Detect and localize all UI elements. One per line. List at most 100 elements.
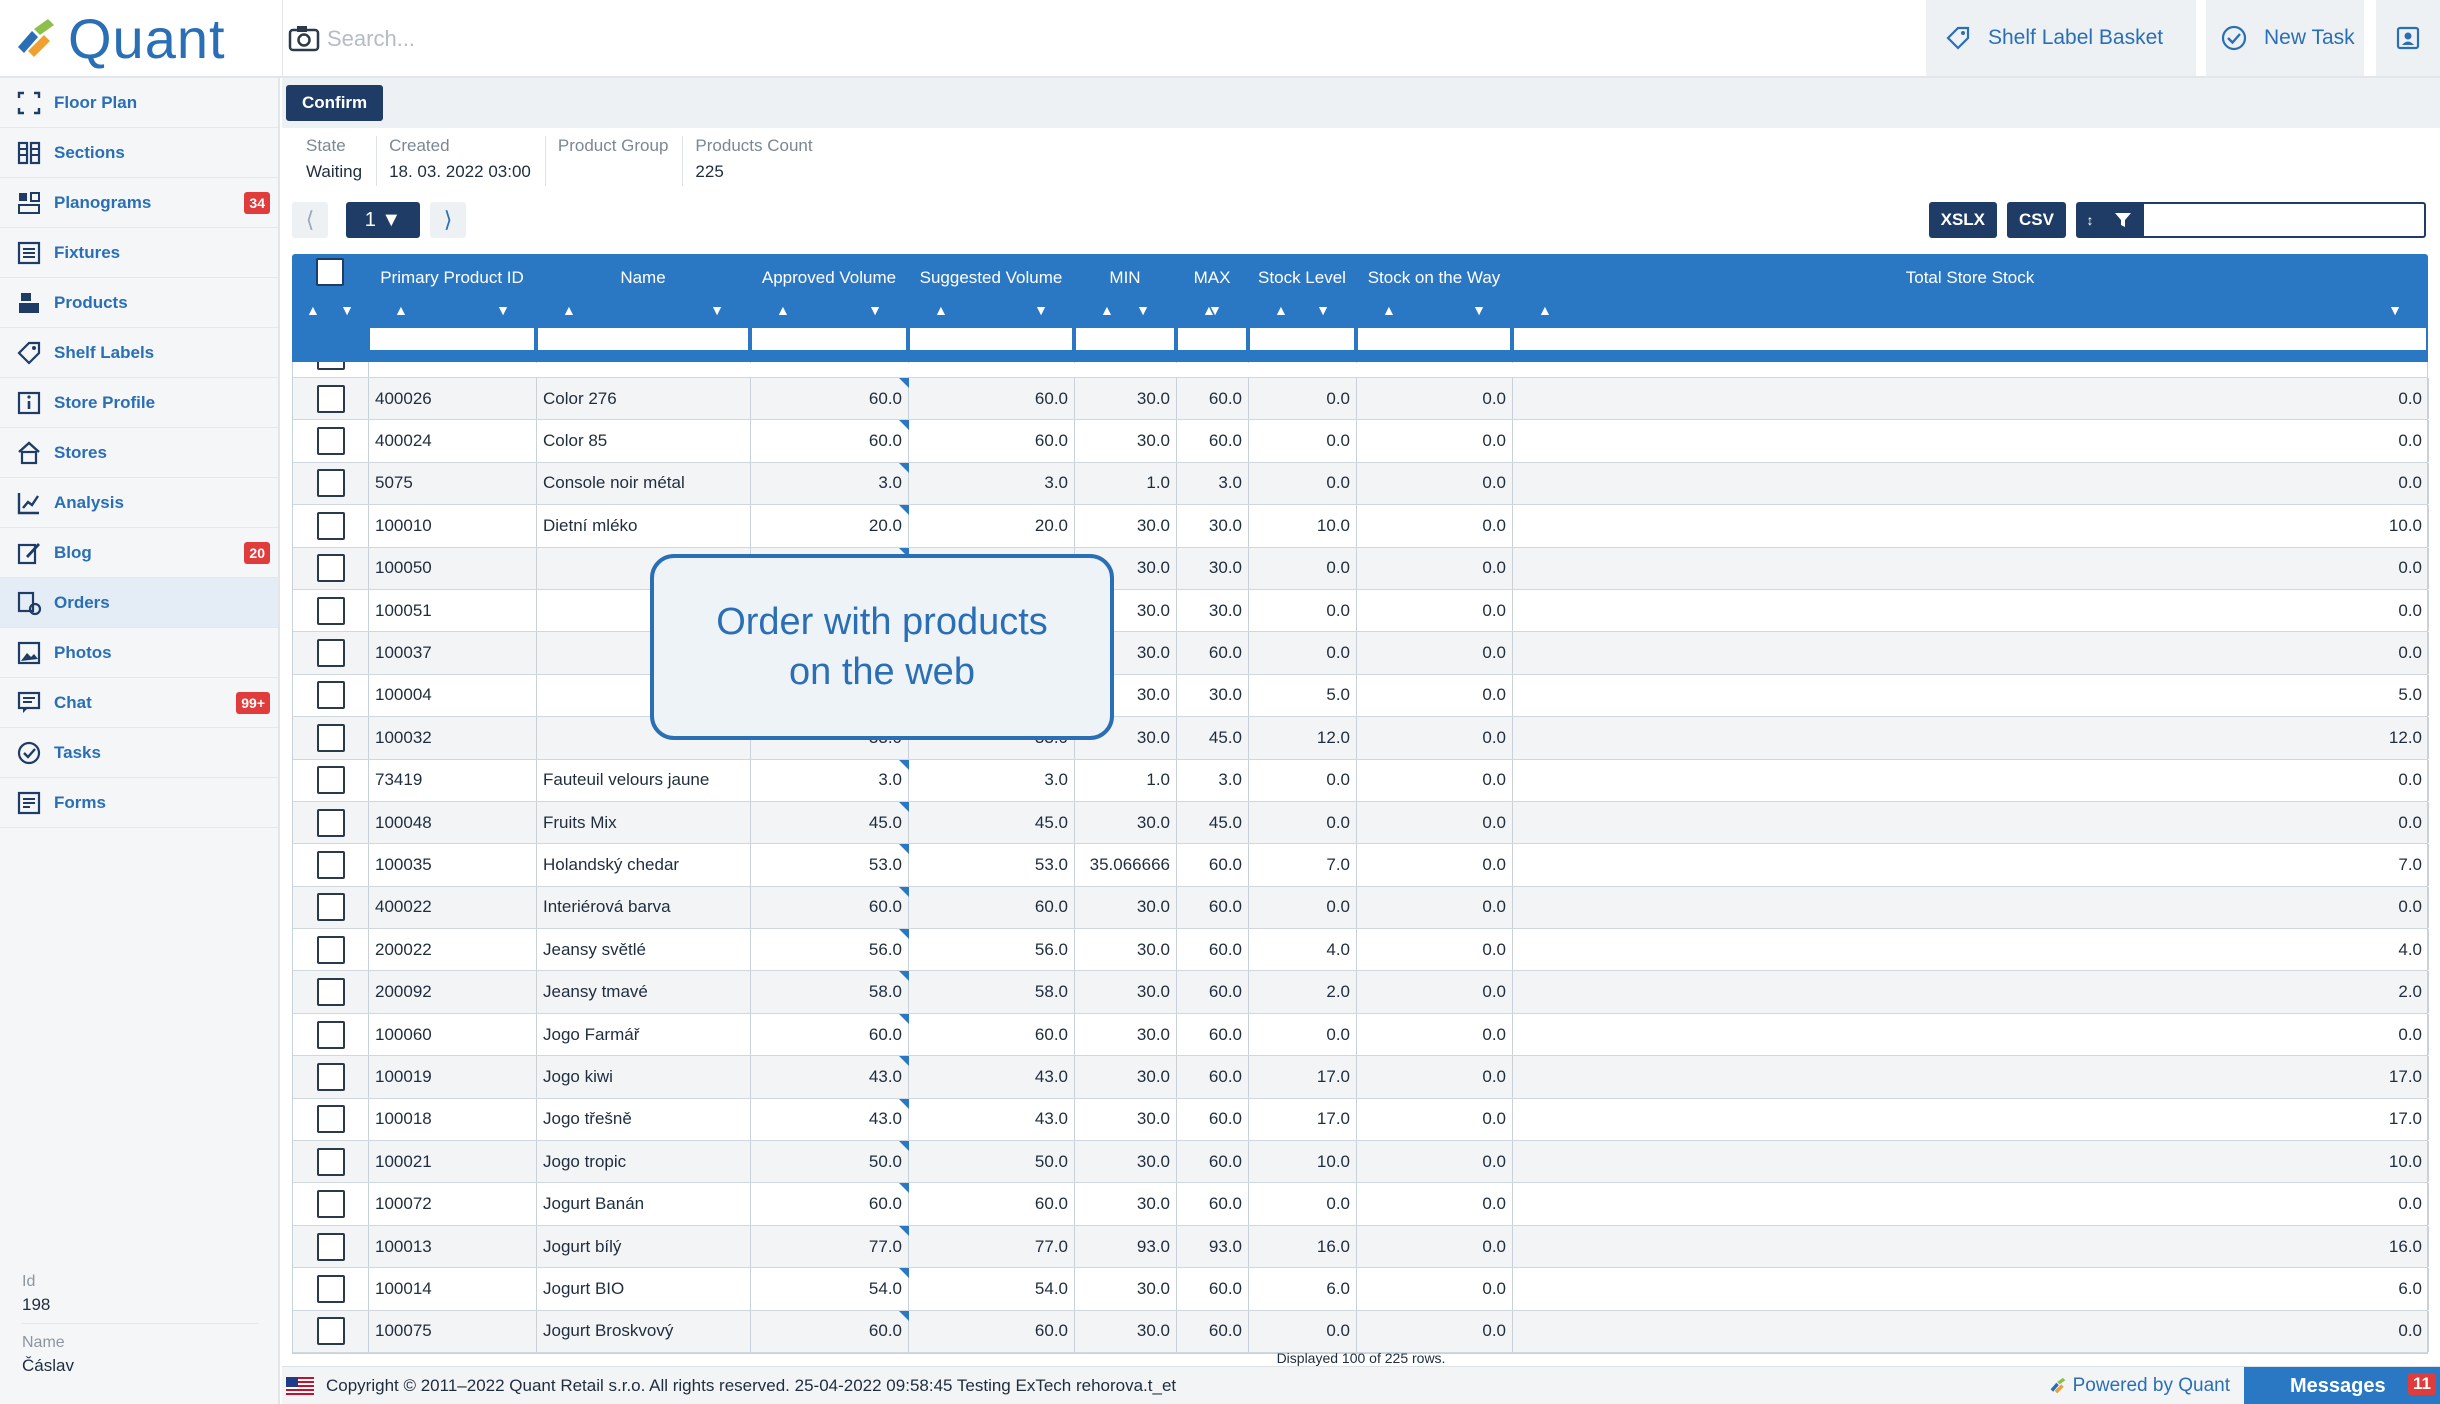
confirm-button[interactable]: Confirm <box>286 85 384 121</box>
table-cell[interactable]: 43.0 <box>751 1098 909 1141</box>
table-row[interactable]: 10003760.060.030.060.00.00.00.0 <box>293 632 2429 675</box>
sidebar-item-store-profile[interactable]: Store Profile <box>0 378 278 428</box>
sidebar-item-tasks[interactable]: Tasks <box>0 728 278 778</box>
column-header[interactable]: Stock on the Way ▲ ▼ <box>1356 254 1512 362</box>
sort-desc-icon[interactable]: ▼ <box>2388 302 2402 318</box>
column-filter-input[interactable] <box>538 328 748 350</box>
column-header[interactable]: Primary Product ID ▲ ▼ <box>368 254 536 362</box>
row-checkbox[interactable] <box>316 511 345 540</box>
row-checkbox[interactable] <box>316 639 345 668</box>
sidebar-item-sections[interactable]: Sections <box>0 128 278 178</box>
column-filter-input[interactable] <box>1178 328 1246 350</box>
table-row[interactable]: 100021 Jogo tropic 50.0 50.0 30.0 60.0 10.0 0.0… <box>293 1141 2429 1184</box>
table-row[interactable]: 100060 Jogo Farmář 60.0 60.0 30.0 60.0 0.0 0.0 0… <box>293 1013 2429 1057</box>
user-profile-button[interactable] <box>2376 0 2440 76</box>
sort-asc-icon[interactable]: ▲ <box>934 302 948 318</box>
column-filter-input[interactable] <box>1514 328 2426 350</box>
sort-desc-icon[interactable]: ▼ <box>340 302 354 318</box>
sort-asc-icon[interactable]: ▲ <box>1538 302 1552 318</box>
table-row[interactable]: 400026 Color 276 60.0 60.0 30.0 60.0 0.0 0.0 0.0 <box>293 378 2429 421</box>
row-checkbox[interactable] <box>316 596 345 625</box>
table-cell[interactable]: 43.0 <box>751 1056 909 1098</box>
sort-asc-icon[interactable]: ▲ <box>1202 302 1216 318</box>
sort-desc-icon[interactable]: ▼ <box>1208 302 1222 318</box>
column-filter-input[interactable] <box>1250 328 1354 350</box>
sidebar-item-fixtures[interactable]: Fixtures <box>0 228 278 278</box>
quant-logo[interactable]: Quant <box>14 11 226 67</box>
table-row[interactable]: 100072 Jogurt Banán 60.0 60.0 30.0 60.0 0.0 0.0… <box>293 1183 2429 1226</box>
table-cell[interactable]: 60.0 <box>751 886 909 929</box>
sort-asc-icon[interactable]: ▲ <box>1382 302 1396 318</box>
prev-page-button[interactable]: ⟨ <box>292 202 328 238</box>
table-row[interactable]: 100048 Fruits Mix 45.0 45.0 30.0 45.0 0.0 0.0 0.… <box>293 801 2429 845</box>
table-row[interactable]: 100018 Jogo třešně 43.0 43.0 30.0 60.0 17.0 0.0… <box>293 1098 2429 1142</box>
powered-by[interactable]: Powered by Quant <box>2049 1375 2230 1397</box>
table-cell[interactable]: 50.0 <box>751 1141 909 1183</box>
select-all-checkbox[interactable] <box>316 258 344 286</box>
messages-button[interactable]: Messages 11 <box>2244 1367 2440 1404</box>
sort-asc-icon[interactable]: ▲ <box>394 302 408 318</box>
table-row[interactable]: 100013 Jogurt bílý 77.0 77.0 93.0 93.0 16.0 0.0… <box>293 1225 2429 1269</box>
table-row[interactable]: 10000425.025.030.030.05.00.05.0 <box>293 674 2429 718</box>
sidebar-item-floor-plan[interactable]: Floor Plan <box>0 78 278 128</box>
global-filter[interactable]: ↕ <box>2076 202 2426 238</box>
xlsx-export-button[interactable]: XSLX <box>1928 202 1998 238</box>
row-checkbox[interactable] <box>316 469 345 498</box>
column-header[interactable]: Stock Level ▲ ▼ <box>1248 254 1356 362</box>
table-cell[interactable]: 60.0 <box>751 1013 909 1056</box>
sort-desc-icon[interactable]: ▼ <box>710 302 724 318</box>
row-checkbox[interactable] <box>316 681 345 710</box>
csv-export-button[interactable]: CSV <box>2007 202 2066 238</box>
camera-icon[interactable] <box>287 22 321 56</box>
table-cell[interactable]: 77.0 <box>751 1225 909 1268</box>
sidebar-item-stores[interactable]: Stores <box>0 428 278 478</box>
sort-asc-icon[interactable]: ▲ <box>306 302 320 318</box>
table-row[interactable]: 100010 Dietní mléko 20.0 20.0 30.0 30.0 10.0 0.… <box>293 505 2429 548</box>
table-cell[interactable]: 60.0 <box>751 1183 909 1225</box>
sort-asc-icon[interactable]: ▲ <box>776 302 790 318</box>
table-cell[interactable]: 60.0 <box>751 1310 909 1352</box>
table-cell[interactable]: 20.0 <box>751 505 909 547</box>
column-filter-input[interactable] <box>1358 328 1510 350</box>
table-row[interactable]: 73419 Fauteuil velours jaune 3.0 3.0 1.0 3.0 0… <box>293 759 2429 802</box>
table-cell[interactable]: 45.0 <box>751 801 909 844</box>
table-row[interactable]: 400022 Interiérová barva 60.0 60.0 30.0 60.0 0… <box>293 886 2429 930</box>
table-row[interactable]: 200022 Jeansy světlé 56.0 56.0 30.0 60.0 4.0 0.… <box>293 929 2429 972</box>
row-checkbox[interactable] <box>316 766 345 795</box>
sidebar-item-photos[interactable]: Photos <box>0 628 278 678</box>
table-cell[interactable]: 53.0 <box>751 844 909 886</box>
sidebar-item-shelf-labels[interactable]: Shelf Labels <box>0 328 278 378</box>
sidebar-item-analysis[interactable]: Analysis <box>0 478 278 528</box>
table-cell[interactable]: 3.0 <box>751 462 909 505</box>
table-cell[interactable]: 60.0 <box>751 378 909 420</box>
filter-icon[interactable] <box>2102 204 2144 236</box>
table-cell[interactable]: 60.0 <box>751 420 909 462</box>
row-checkbox[interactable] <box>316 893 345 922</box>
sort-desc-icon[interactable]: ▼ <box>868 302 882 318</box>
search-input[interactable] <box>327 26 1827 52</box>
column-header[interactable]: Total Store Stock ▲ ▼ <box>1512 254 2428 362</box>
table-cell[interactable]: 54.0 <box>751 1268 909 1310</box>
row-checkbox[interactable] <box>316 850 345 879</box>
table-cell[interactable]: 3.0 <box>751 759 909 801</box>
next-page-button[interactable]: ⟩ <box>430 202 466 238</box>
sort-asc-icon[interactable]: ▲ <box>1100 302 1114 318</box>
table-row[interactable]: 10003233.033.030.045.012.00.012.0 <box>293 717 2429 760</box>
shelf-label-basket-button[interactable]: Shelf Label Basket <box>1926 0 2196 76</box>
row-checkbox[interactable] <box>316 1020 345 1049</box>
row-checkbox[interactable] <box>316 554 345 583</box>
sort-toggle-icon[interactable]: ↕ <box>2078 204 2102 236</box>
table-cell[interactable]: 56.0 <box>751 929 909 971</box>
column-header[interactable]: Approved Volume ▲ ▼ <box>750 254 908 362</box>
column-header[interactable]: Name ▲ ▼ <box>536 254 750 362</box>
row-checkbox[interactable] <box>316 427 345 456</box>
table-row[interactable]: 100075 Jogurt Broskvový 60.0 60.0 30.0 60.0 0.… <box>293 1310 2429 1353</box>
column-filter-input[interactable] <box>910 328 1072 350</box>
column-header[interactable]: MAX ▲ ▼ <box>1176 254 1248 362</box>
row-checkbox[interactable] <box>316 1274 345 1303</box>
sidebar-item-planograms[interactable]: Planograms 34 <box>0 178 278 228</box>
sort-desc-icon[interactable]: ▼ <box>1316 302 1330 318</box>
row-checkbox[interactable] <box>316 1062 345 1091</box>
table-row[interactable]: 5075 Console noir métal 3.0 3.0 1.0 3.0 0.0 0.0… <box>293 462 2429 506</box>
